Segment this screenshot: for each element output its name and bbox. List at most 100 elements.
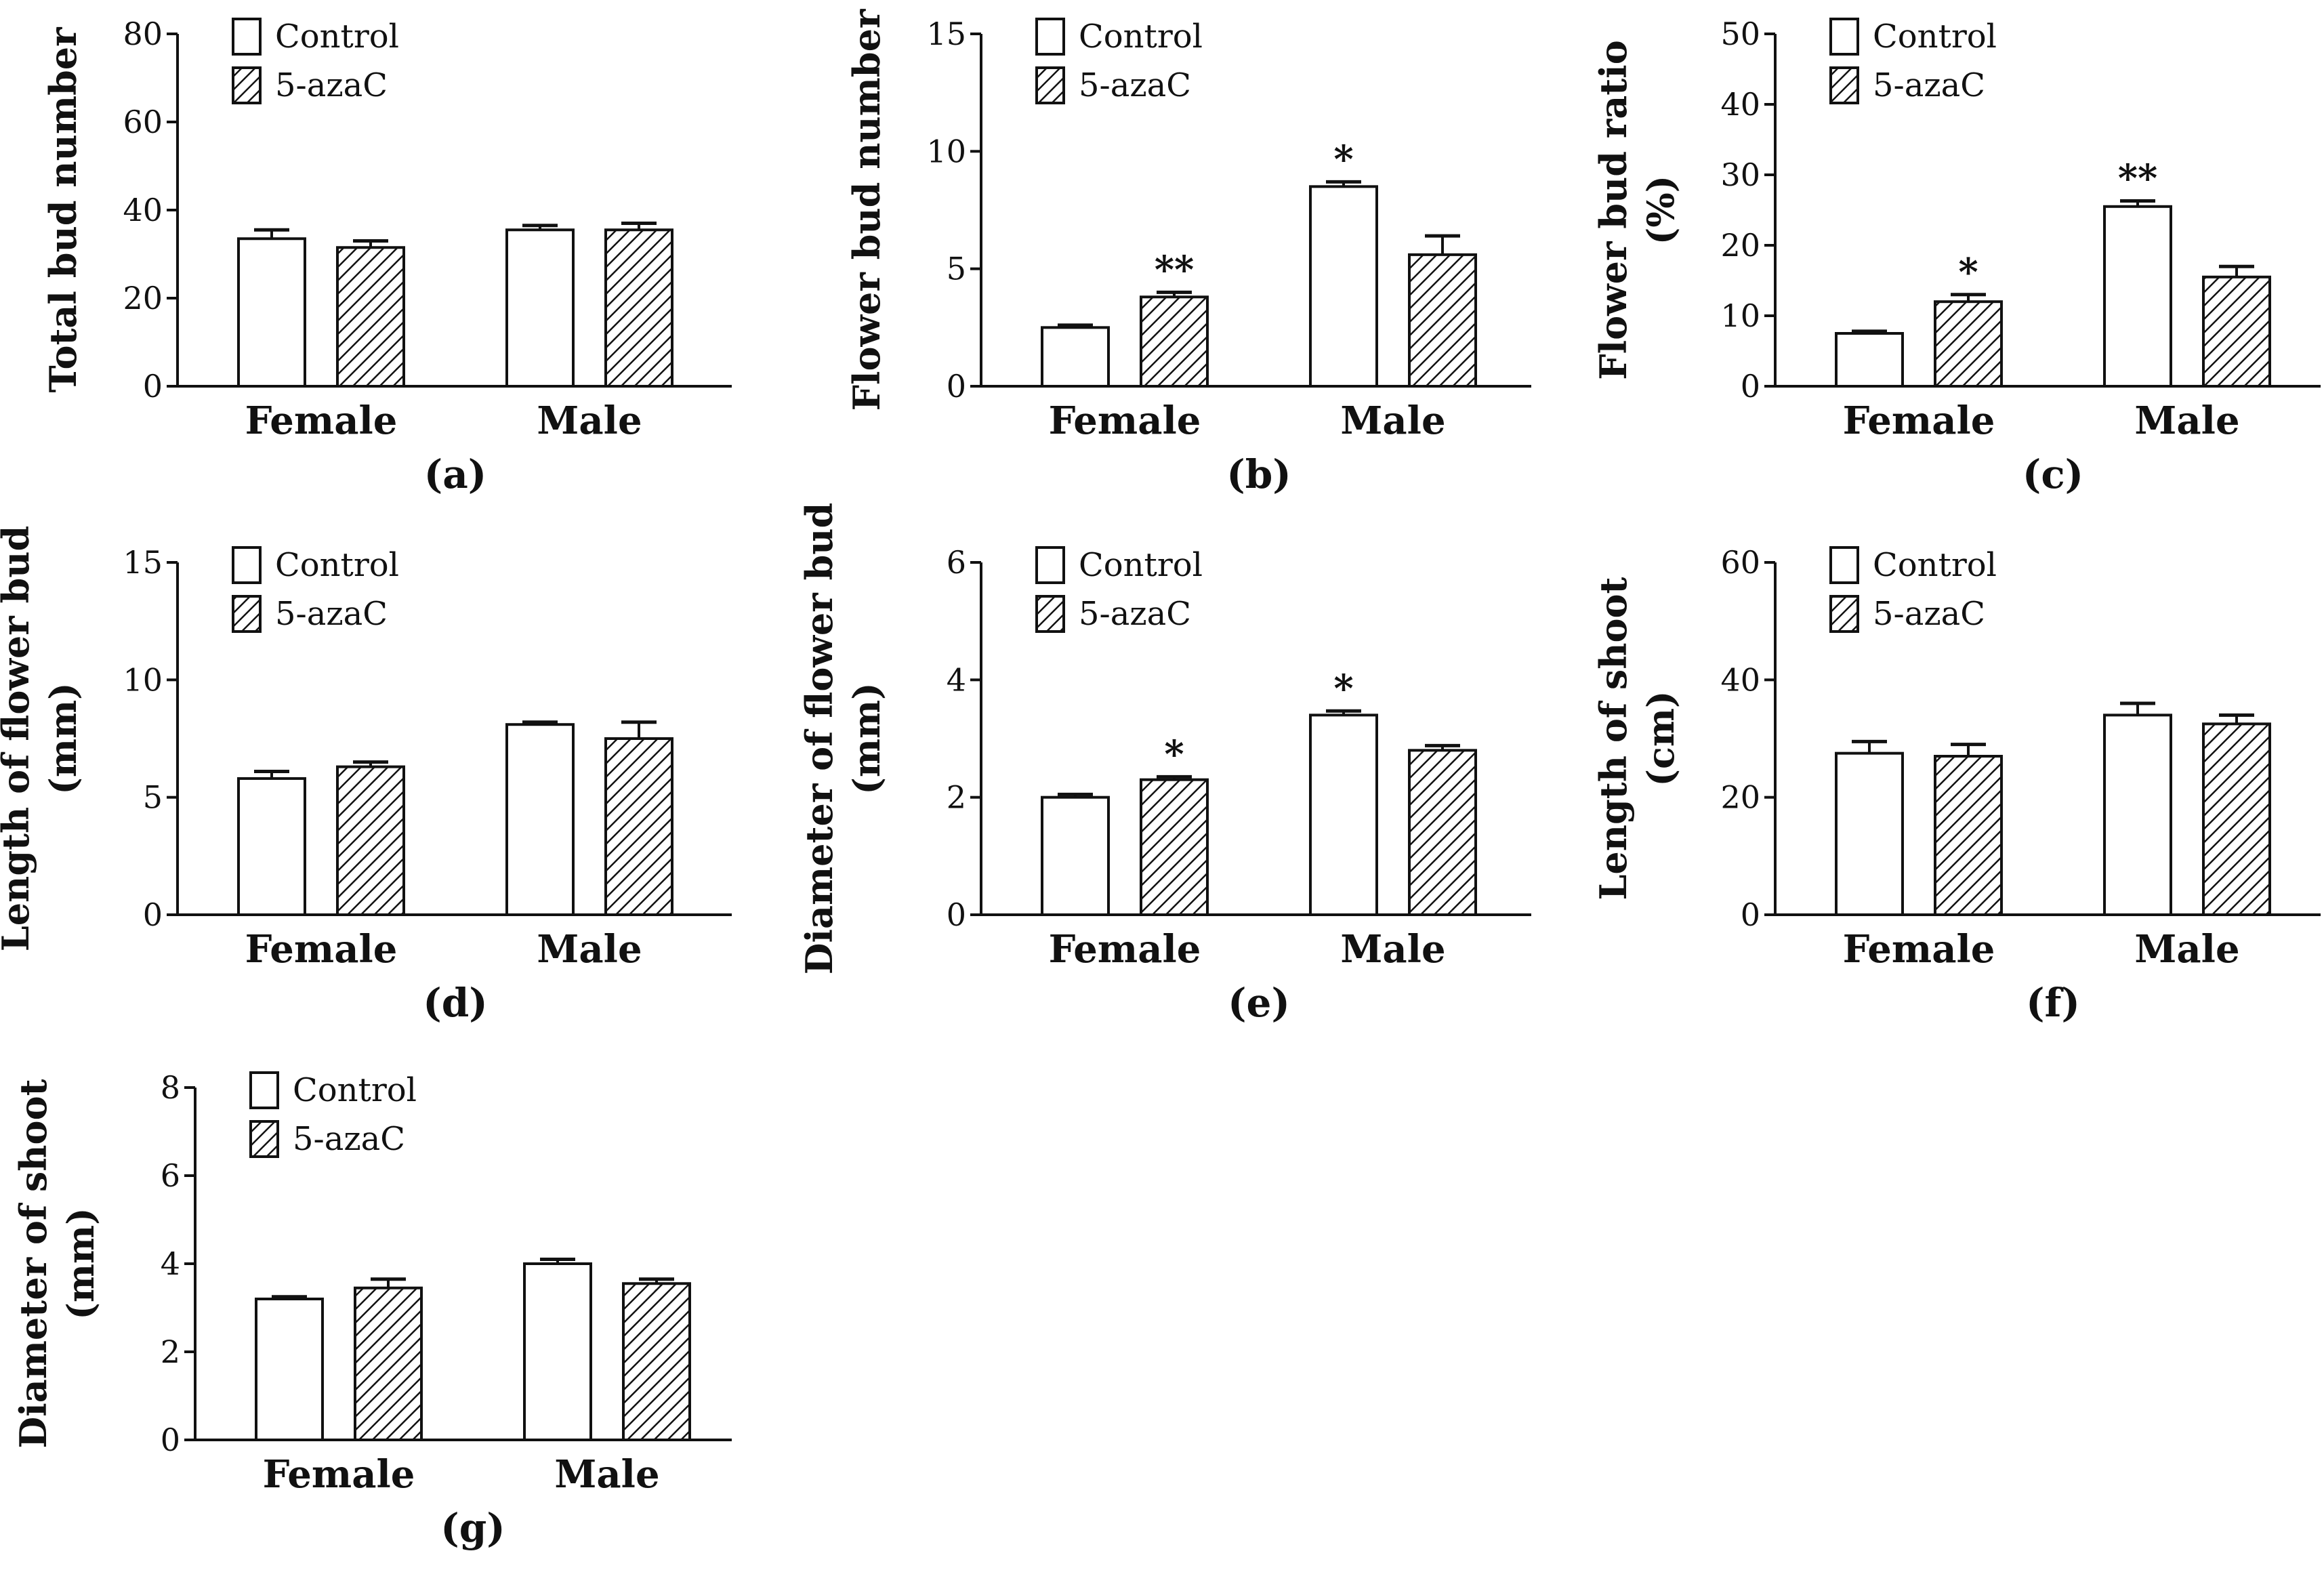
legend-swatch-control — [1829, 546, 1859, 584]
y-tick-label: 10 — [926, 133, 966, 169]
y-axis-title: (cm) — [1639, 690, 1682, 786]
bar-male-control — [1309, 714, 1378, 917]
y-axis-title: Diameter of flower bud — [797, 503, 841, 975]
y-tick-label: 10 — [1720, 297, 1760, 334]
chart-panel-b: 0 5 10 15 Flower bud number ** Female * Male (b) C… — [845, 9, 1531, 497]
legend-label: 5-azaC — [275, 66, 388, 104]
y-axis-title: Flower bud ratio — [1592, 40, 1635, 379]
bar-female-control — [1041, 796, 1110, 916]
bar-female-control — [237, 777, 306, 917]
bar-male-control — [1309, 185, 1378, 388]
legend-swatch-treated — [1829, 66, 1859, 104]
chart-panel-g: 0 2 4 6 8 Diameter of shoot (mm) Female Male (g) C… — [12, 1069, 732, 1551]
significance-mark: * — [1958, 250, 1978, 295]
bar-female-treated — [336, 765, 405, 916]
legend-swatch-treated — [1829, 595, 1859, 633]
bar-female-control — [1041, 326, 1110, 388]
category-label: Male — [554, 1452, 659, 1497]
panel-label: (g) — [440, 1505, 505, 1551]
category-label: Male — [1340, 927, 1445, 972]
significance-mark: ** — [2118, 156, 2158, 201]
bar-female-control — [1835, 751, 1904, 916]
bar-male-treated — [604, 228, 673, 388]
y-axis-title: Diameter of shoot — [12, 1079, 55, 1448]
chart-panel-d: 0 5 10 15 Length of flower bud(mm) Female Male… — [0, 526, 732, 1026]
y-tick-label: 5 — [143, 779, 163, 816]
y-tick-label: 4 — [161, 1245, 180, 1282]
y-axis-title: Length of flower bud — [0, 526, 37, 952]
y-tick-label: 40 — [123, 192, 163, 228]
y-tick-label: 20 — [1720, 779, 1760, 816]
legend-label: Control — [275, 18, 399, 56]
legend-swatch-control — [1829, 18, 1859, 56]
y-tick-label: 2 — [161, 1334, 180, 1370]
bar-male-treated — [604, 737, 673, 916]
bar-female-treated — [1934, 300, 2003, 388]
y-tick-label: 8 — [161, 1069, 180, 1106]
legend-label: 5-azaC — [275, 595, 388, 633]
category-label: Female — [1049, 398, 1201, 443]
legend-label: 5-azaC — [293, 1120, 405, 1158]
category-label: Male — [1340, 398, 1445, 443]
bar-male-treated — [1408, 253, 1477, 388]
y-tick-label: 40 — [1720, 661, 1760, 698]
legend-swatch-treated — [1035, 66, 1065, 104]
y-tick-label: 15 — [926, 16, 966, 52]
significance-mark: ** — [1155, 247, 1195, 292]
category-label: Female — [1843, 927, 1995, 972]
legend-swatch-treated — [232, 66, 262, 104]
bar-male-treated — [622, 1282, 691, 1441]
y-tick-label: 30 — [1720, 157, 1760, 193]
y-tick-label: 60 — [123, 104, 163, 140]
y-axis-title: Length of shoot — [1592, 577, 1635, 900]
y-tick-label: 80 — [123, 16, 163, 52]
y-tick-label: 0 — [947, 896, 966, 933]
y-tick-label: 0 — [161, 1422, 180, 1458]
significance-mark: * — [1333, 666, 1353, 711]
y-tick-label: 2 — [947, 779, 966, 816]
significance-mark: * — [1333, 137, 1353, 182]
panel-label: (e) — [1228, 980, 1290, 1026]
category-label: Female — [1049, 927, 1201, 972]
legend-swatch-treated — [232, 595, 262, 633]
bar-male-control — [523, 1262, 592, 1441]
category-label: Male — [537, 927, 642, 972]
y-tick-label: 20 — [1720, 227, 1760, 264]
y-tick-label: 0 — [947, 368, 966, 405]
bar-female-treated — [1140, 778, 1209, 916]
category-label: Male — [2134, 398, 2239, 443]
y-tick-label: 40 — [1720, 86, 1760, 123]
bar-male-control — [505, 228, 575, 388]
legend-swatch-treated — [1035, 595, 1065, 633]
legend-label: Control — [1873, 18, 1997, 56]
panel-label: (c) — [2022, 451, 2083, 497]
y-axis-title: (mm) — [59, 1207, 102, 1319]
legend-label: 5-azaC — [1873, 595, 1985, 633]
y-tick-label: 50 — [1720, 16, 1760, 52]
legend-swatch-control — [1035, 18, 1065, 56]
y-axis-title: (%) — [1639, 175, 1682, 245]
category-label: Female — [1843, 398, 1995, 443]
legend-label: Control — [1873, 546, 1997, 584]
chart-panel-f: 0 20 40 60 Length of shoot (cm) Female Male (f) C… — [1592, 544, 2321, 1026]
y-tick-label: 0 — [143, 896, 163, 933]
legend-label: 5-azaC — [1079, 595, 1191, 633]
y-tick-label: 10 — [123, 661, 163, 698]
bar-female-treated — [354, 1286, 423, 1441]
category-label: Female — [245, 398, 398, 443]
panel-label: (f) — [2026, 980, 2080, 1026]
bar-female-treated — [1140, 295, 1209, 388]
legend-swatch-control — [232, 546, 262, 584]
legend-swatch-control — [232, 18, 262, 56]
chart-panel-c: 0 10 20 30 40 50 Flower bud ratio (%) * Female ** M… — [1592, 16, 2321, 497]
y-tick-label: 4 — [947, 661, 966, 698]
y-tick-label: 5 — [947, 251, 966, 287]
legend-label: Control — [1079, 546, 1203, 584]
category-label: Female — [245, 927, 398, 972]
legend-label: 5-azaC — [1079, 66, 1191, 104]
bar-male-treated — [1408, 749, 1477, 917]
bar-female-control — [1835, 332, 1904, 388]
category-label: Female — [263, 1452, 415, 1497]
